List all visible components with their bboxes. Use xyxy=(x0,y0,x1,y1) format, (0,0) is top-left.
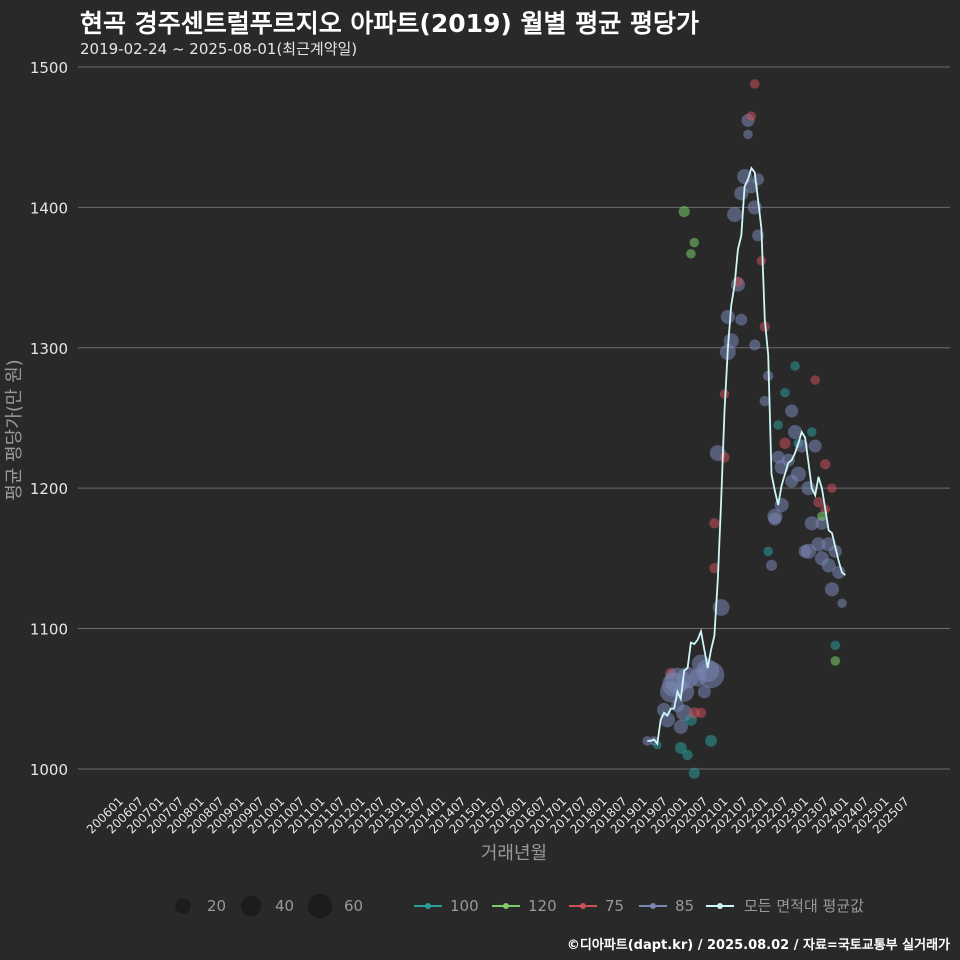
data-point-85 xyxy=(697,685,711,699)
data-point-100 xyxy=(682,749,693,761)
legend-size-label: 20 xyxy=(207,897,226,915)
data-point-85 xyxy=(752,173,765,186)
data-point-85 xyxy=(723,333,739,349)
y-axis-ticks: 1000 1100 1200 1300 1400 1500 xyxy=(30,59,68,779)
legend-avg-label: 모든 면적대 평균값 xyxy=(744,897,864,915)
source-caption: ©디아파트(dapt.kr) / 2025.08.02 / 자료=국토교통부 실… xyxy=(566,938,950,953)
y-tick-label: 1200 xyxy=(30,480,68,498)
y-tick-label: 1000 xyxy=(30,761,68,779)
legend-area-dot-120 xyxy=(503,903,509,909)
data-point-85 xyxy=(673,719,688,734)
average-line-layer xyxy=(647,166,846,746)
data-point-85 xyxy=(749,339,761,351)
legend-area-dot-85 xyxy=(650,903,656,909)
legend-size-60 xyxy=(307,893,333,919)
data-point-85 xyxy=(811,537,826,552)
data-point-85 xyxy=(837,598,847,609)
data-point-85 xyxy=(821,558,836,573)
data-point-85 xyxy=(642,736,653,746)
data-point-75 xyxy=(810,375,820,385)
data-point-85 xyxy=(824,582,840,597)
data-point-100 xyxy=(780,387,790,398)
data-point-100 xyxy=(674,741,687,754)
data-point-85 xyxy=(787,424,803,440)
gridlines xyxy=(78,66,950,770)
data-point-75 xyxy=(709,562,720,574)
data-point-85 xyxy=(800,543,817,559)
data-point-100 xyxy=(830,640,841,651)
data-point-85 xyxy=(735,313,748,326)
data-point-120 xyxy=(689,237,700,248)
data-point-85 xyxy=(659,712,675,728)
data-point-100 xyxy=(705,734,717,747)
legend-size-40 xyxy=(240,895,262,917)
data-point-85 xyxy=(720,309,735,324)
x-axis-label: 거래년월 xyxy=(481,843,547,864)
data-point-85 xyxy=(743,129,753,140)
legend-avg-dot xyxy=(717,903,723,909)
chart-subtitle: 2019-02-24 ~ 2025-08-01(최근계약일) xyxy=(80,40,358,58)
data-point-75 xyxy=(813,497,824,508)
data-point-75 xyxy=(695,707,707,718)
data-point-120 xyxy=(686,248,696,259)
data-point-75 xyxy=(746,111,757,121)
data-point-85 xyxy=(785,404,799,418)
legend-area-dot-100 xyxy=(425,903,431,909)
data-point-85 xyxy=(697,661,725,689)
legend-area-dot-75 xyxy=(580,903,586,909)
data-point-75 xyxy=(779,437,791,449)
scatter-points xyxy=(642,79,847,779)
y-axis-label: 평균 평당가(만 원) xyxy=(4,359,25,500)
data-point-120 xyxy=(678,206,690,218)
data-point-85 xyxy=(759,395,770,407)
data-point-100 xyxy=(807,427,817,437)
legend-size-label: 60 xyxy=(344,897,363,915)
y-tick-label: 1100 xyxy=(30,621,68,639)
chart-title: 현곡 경주센트럴푸르지오 아파트(2019) 월별 평균 평당가 xyxy=(80,9,699,38)
data-point-85 xyxy=(808,439,822,453)
y-tick-label: 1400 xyxy=(30,199,68,217)
data-point-75 xyxy=(709,518,720,529)
data-point-85 xyxy=(828,544,842,558)
legend-size-20 xyxy=(175,898,191,914)
average-line xyxy=(647,166,846,746)
legend-area-label: 120 xyxy=(528,897,557,915)
data-point-120 xyxy=(830,656,841,666)
data-point-100 xyxy=(773,420,784,430)
data-point-100 xyxy=(790,361,800,371)
data-point-75 xyxy=(719,452,730,463)
data-point-100 xyxy=(688,767,700,779)
data-point-75 xyxy=(756,255,767,266)
data-point-75 xyxy=(827,483,837,493)
data-point-85 xyxy=(781,453,795,467)
legend-area-label: 75 xyxy=(605,897,624,915)
data-point-85 xyxy=(768,512,782,526)
y-tick-label: 1300 xyxy=(30,340,68,358)
data-point-75 xyxy=(719,389,730,399)
data-point-85 xyxy=(804,516,819,531)
x-axis-ticks: 2006012006072007012007072008012008072009… xyxy=(84,794,912,836)
y-tick-label: 1500 xyxy=(30,59,68,77)
legend: 20 40 60 100 120 75 85 모든 면적대 평균값 xyxy=(175,893,864,919)
data-point-85 xyxy=(815,516,829,530)
data-point-75 xyxy=(749,79,760,89)
data-point-75 xyxy=(820,459,831,470)
data-point-85 xyxy=(790,466,806,482)
legend-size-label: 40 xyxy=(275,897,294,915)
data-point-85 xyxy=(727,206,743,222)
legend-area-label: 85 xyxy=(675,897,694,915)
data-point-100 xyxy=(763,546,773,557)
data-point-120 xyxy=(817,511,827,522)
legend-area-label: 100 xyxy=(450,897,479,915)
data-point-85 xyxy=(765,559,778,571)
